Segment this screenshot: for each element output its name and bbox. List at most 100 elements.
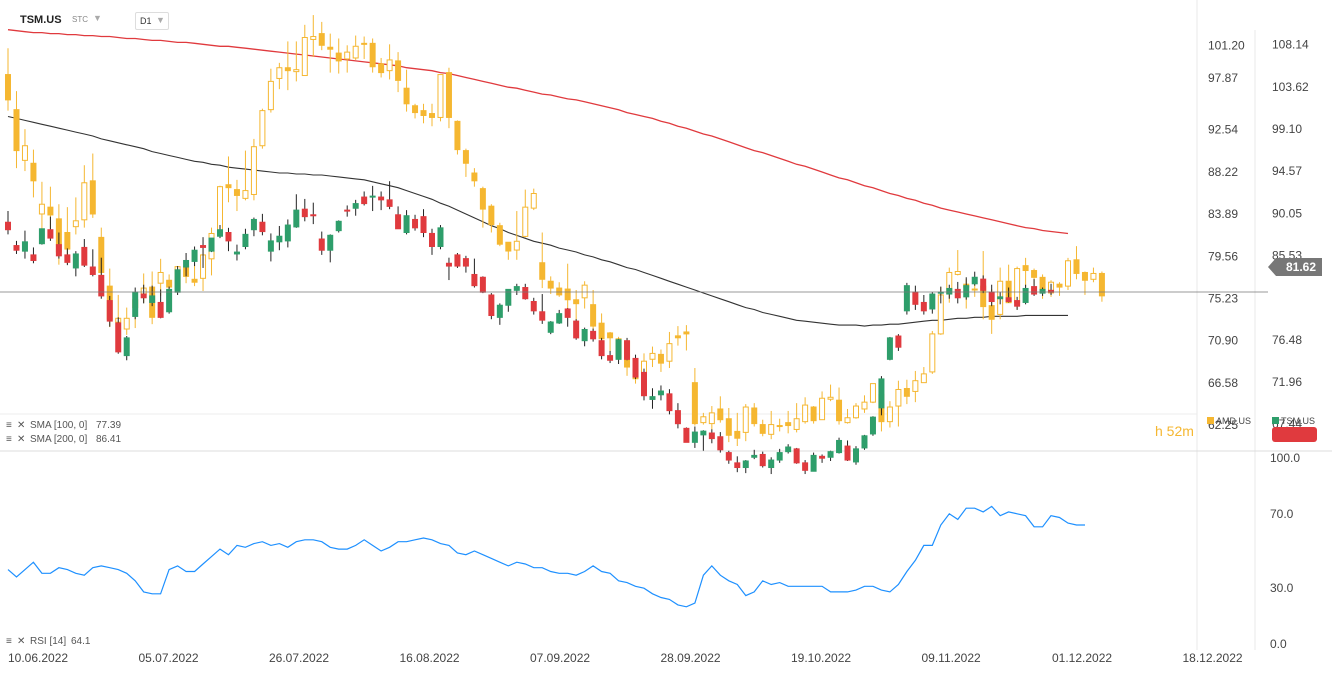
rsi-indicator-label[interactable]: ≡ ✕ RSI [14] 64.1 [6, 636, 91, 647]
amd-body [802, 404, 809, 423]
tsm-candle [717, 432, 724, 453]
tsm-candle [683, 427, 690, 443]
amd-body [844, 417, 851, 424]
tsm-body [844, 445, 851, 461]
amd-candle [581, 281, 588, 309]
tsm-candle [912, 285, 919, 310]
amd-body [217, 186, 223, 232]
sma100-label: SMA [100, 0] [30, 420, 87, 431]
amd-body [929, 333, 936, 373]
amd-candle [810, 406, 817, 424]
chevron-down-icon[interactable]: ▼ [93, 13, 102, 23]
amd-candle [505, 241, 512, 260]
tsm-candle [666, 389, 673, 415]
tsm-candle [802, 460, 809, 475]
interval-label: D1 [140, 16, 152, 26]
amd-candle [1073, 246, 1080, 280]
tsm-body [988, 291, 995, 303]
amd-candle [657, 349, 664, 372]
amd-body [378, 63, 385, 74]
amd-candle [81, 165, 88, 228]
sma200-indicator-label[interactable]: ≡ ✕ SMA [200, 0] 86.41 [6, 434, 121, 445]
amd-body [539, 262, 546, 280]
data-type-selector[interactable]: STC [72, 15, 88, 24]
interval-selector[interactable]: D1 ▼ [135, 12, 169, 30]
tsm-body [666, 393, 673, 412]
amd-candle [462, 148, 469, 177]
tsm-body [38, 228, 45, 245]
amd-candle [310, 15, 317, 57]
tsm-legend-label: TSM.US [1281, 416, 1315, 426]
tsm-body [488, 294, 495, 317]
left-price-axis: 101.20 97.87 92.54 88.22 83.89 79.56 75.23 70.9… [1208, 38, 1245, 432]
amd-body [420, 110, 427, 116]
tsm-candle [793, 447, 800, 464]
tsm-candle [895, 334, 902, 351]
tsm-candle [123, 336, 130, 361]
left-axis-tick: 62.25 [1208, 418, 1238, 432]
amd-candle [819, 391, 826, 421]
amd-body [776, 425, 783, 428]
menu-icon[interactable]: ≡ [6, 636, 12, 647]
amd-body [700, 416, 707, 424]
amd-candle [768, 410, 775, 440]
symbol-label[interactable]: TSM.US [20, 14, 62, 26]
tsm-body [13, 245, 20, 251]
amd-body [276, 67, 283, 79]
tsm-candle [369, 185, 376, 212]
tsm-candle [420, 209, 427, 238]
chart-toolbar: TSM.US STC ▼ D1 ▼ [0, 0, 1332, 30]
tsm-candle [21, 230, 28, 259]
amd-candle [920, 367, 927, 384]
amd-body [72, 220, 79, 228]
tsm-body [539, 311, 546, 321]
tsm-body [81, 246, 88, 266]
tsm-body [106, 300, 113, 322]
amd-candle [225, 156, 232, 203]
amd-body [454, 120, 461, 151]
tsm-candle [903, 282, 910, 315]
close-icon[interactable]: ✕ [17, 636, 25, 647]
amd-candle [1090, 267, 1097, 283]
tsm-candle [581, 327, 588, 347]
close-icon[interactable]: ✕ [17, 420, 25, 431]
left-axis-tick: 97.87 [1208, 71, 1238, 85]
sma100-indicator-label[interactable]: ≡ ✕ SMA [100, 0] 77.39 [6, 420, 121, 431]
tsm-candle [886, 336, 893, 361]
amd-candle [607, 331, 614, 352]
amd-candle [725, 408, 732, 443]
amd-candle [522, 189, 529, 238]
amd-body [488, 205, 495, 226]
right-axis-tick: 94.57 [1272, 164, 1302, 178]
amd-candle [666, 331, 673, 369]
tsm-body [115, 322, 122, 353]
amd-body [886, 406, 893, 423]
menu-icon[interactable]: ≡ [6, 434, 12, 445]
right-axis-tick: 108.14 [1272, 38, 1309, 52]
tsm-body [751, 454, 758, 458]
tsm-candle [768, 457, 775, 475]
tsm-candle [208, 237, 215, 253]
amd-candle [327, 33, 334, 73]
tsm-candle [615, 338, 622, 364]
chevron-down-icon: ▼ [156, 15, 165, 25]
amd-body [683, 331, 690, 335]
amd-legend-swatch [1207, 417, 1214, 424]
tsm-body [267, 240, 274, 252]
amd-candle [30, 149, 37, 198]
tsm-body [217, 229, 223, 237]
tsm-candle [140, 284, 147, 304]
amd-body [1065, 260, 1071, 287]
tsm-candle [301, 198, 308, 222]
menu-icon[interactable]: ≡ [6, 420, 12, 431]
sma100-line [7, 115, 1068, 327]
tsm-body [174, 269, 181, 293]
amd-candle [21, 129, 28, 172]
tsm-candle [38, 228, 45, 245]
tsm-candle [403, 210, 410, 235]
amd-candle [674, 326, 681, 346]
close-icon[interactable]: ✕ [17, 434, 25, 445]
current-price-badge: 81.62 [1268, 258, 1322, 276]
tsm-body [708, 432, 715, 440]
